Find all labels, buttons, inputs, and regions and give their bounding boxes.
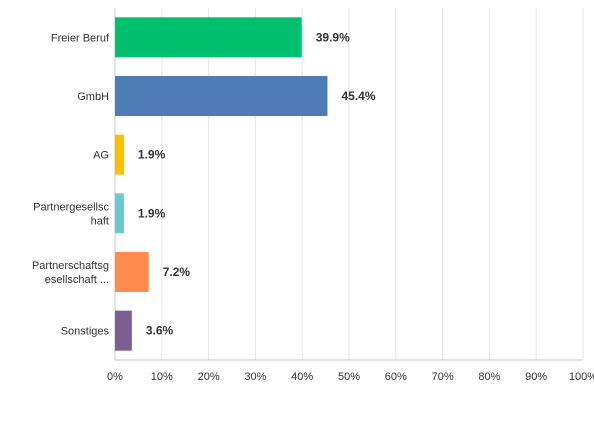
value-label: 1.9% [138,148,166,162]
value-label: 39.9% [316,30,350,44]
x-tick-label: 10% [151,371,173,383]
category-label: Sonstiges [61,326,110,338]
x-tick-label: 20% [198,371,220,383]
x-tick-label: 100% [569,371,594,383]
value-label: 3.6% [146,324,174,338]
value-label: 45.4% [341,89,375,103]
x-tick-label: 0% [107,371,123,383]
category-label: Partnerschaftsg [32,260,109,272]
bar-0 [115,17,302,58]
category-label: Partnergesellsc [33,201,109,213]
category-label: GmbH [77,91,109,103]
x-tick-label: 80% [478,371,500,383]
category-label: Freier Beruf [51,32,110,44]
bar-3 [115,193,124,234]
x-tick-label: 50% [338,371,360,383]
bar-1 [115,76,328,116]
x-tick-label: 30% [244,371,266,383]
value-label: 7.2% [163,265,191,279]
x-tick-label: 40% [291,371,313,383]
category-label: AG [93,150,109,162]
bar-4 [115,252,149,292]
x-tick-label: 60% [385,371,407,383]
category-label: esellschaft ... [45,274,109,286]
value-label: 1.9% [138,206,166,220]
x-tick-label: 70% [432,371,454,383]
bar-2 [115,134,124,175]
x-tick-label: 90% [525,371,547,383]
category-label: haft [91,215,109,227]
bar-5 [115,310,132,351]
